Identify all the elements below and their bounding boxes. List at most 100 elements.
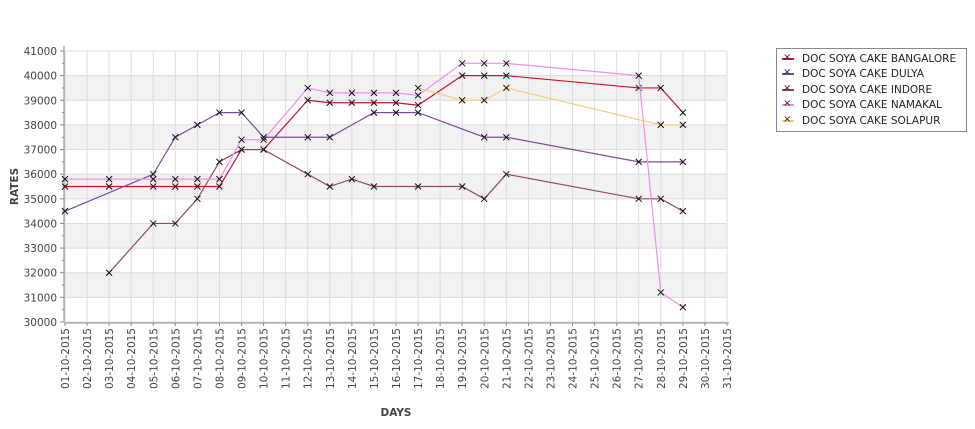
data-point-indore — [480, 195, 488, 203]
legend-label: DOC SOYA CAKE DULYA — [802, 68, 924, 81]
data-point-dulya — [326, 133, 334, 141]
data-point-bangalore — [149, 183, 157, 190]
data-point-dulya — [194, 121, 201, 129]
data-point-bangalore — [171, 183, 179, 190]
x-tick-label: 26-10-2015 — [612, 328, 624, 389]
y-tick-label: 31000 — [24, 292, 57, 304]
data-point-indore — [657, 195, 665, 203]
data-point-indore — [260, 146, 267, 153]
x-tick-label: 19-10-2015 — [457, 328, 469, 389]
data-point-indore — [635, 195, 643, 203]
legend-label: DOC SOYA CAKE BANGALORE — [802, 52, 957, 65]
data-point-bangalore — [304, 96, 312, 104]
x-tick-label: 09-10-2015 — [237, 328, 249, 389]
data-point-dulya — [635, 158, 643, 166]
x-tick-label: 04-10-2015 — [126, 328, 138, 389]
data-point-namakal — [392, 89, 400, 97]
legend-marker-icon: × — [782, 98, 794, 109]
x-tick-label: 31-10-2015 — [722, 328, 734, 389]
data-point-indore — [502, 170, 510, 178]
series-line-namakal — [65, 62, 684, 308]
data-point-indore — [679, 207, 687, 215]
data-point-dulya — [216, 109, 223, 116]
y-tick-label: 32000 — [24, 268, 57, 280]
data-point-indore — [326, 183, 334, 190]
data-point-bangalore — [370, 99, 378, 107]
x-tick-label: 11-10-2015 — [281, 328, 293, 389]
data-point-dulya — [370, 109, 378, 116]
y-tick-label: 39000 — [24, 95, 57, 107]
x-tick-label: 13-10-2015 — [325, 328, 337, 389]
series-line-dulya — [64, 111, 683, 212]
legend-marker-icon: × — [782, 52, 794, 63]
data-point-namakal — [370, 89, 378, 97]
data-point-indore — [304, 170, 312, 178]
data-point-namakal — [326, 89, 334, 97]
data-point-indore — [348, 175, 356, 183]
data-point-solapur — [480, 96, 488, 104]
data-point-bangalore — [194, 183, 201, 190]
data-point-namakal — [657, 289, 665, 296]
x-tick-label: 18-10-2015 — [435, 328, 447, 389]
x-tick-label: 22-10-2015 — [523, 328, 535, 389]
data-point-solapur — [458, 96, 466, 104]
legend-label: DOC SOYA CAKE NAMAKAL — [802, 99, 942, 112]
data-point-bangalore — [458, 72, 466, 79]
data-point-dulya — [679, 158, 687, 166]
data-point-solapur — [657, 121, 665, 129]
x-tick-label: 17-10-2015 — [413, 328, 425, 389]
data-point-namakal — [260, 136, 267, 144]
data-point-indore — [414, 183, 422, 190]
x-tick-label: 28-10-2015 — [656, 328, 668, 389]
legend-marker-icon: × — [782, 67, 794, 78]
data-point-namakal — [348, 89, 356, 97]
y-tick-label: 34000 — [24, 218, 57, 230]
data-point-namakal — [238, 136, 245, 144]
data-point-namakal — [194, 175, 201, 183]
data-point-namakal — [105, 175, 113, 183]
x-tick-label: 01-10-2015 — [60, 328, 72, 389]
data-point-dulya — [502, 133, 510, 141]
series-line-bangalore — [65, 75, 684, 188]
legend-marker-icon: × — [782, 114, 794, 125]
y-tick-label: 36000 — [24, 169, 57, 181]
data-point-dulya — [480, 133, 488, 141]
x-tick-label: 10-10-2015 — [259, 328, 271, 389]
y-tick-label: 37000 — [24, 145, 57, 157]
legend-item-bangalore: × DOC SOYA CAKE BANGALORE — [777, 51, 966, 67]
data-point-bangalore — [480, 72, 488, 79]
x-tick-label: 08-10-2015 — [214, 328, 226, 389]
x-tick-label: 24-10-2015 — [568, 328, 580, 389]
x-axis-title: DAYS — [380, 407, 411, 419]
data-point-dulya — [61, 207, 69, 215]
y-axis-title: RATES — [9, 168, 21, 205]
legend-item-solapur: × DOC SOYA CAKE SOLAPUR — [777, 113, 966, 129]
series-line-solapur — [417, 87, 683, 126]
data-point-namakal — [679, 303, 687, 311]
data-point-indore — [458, 183, 466, 190]
data-point-dulya — [414, 109, 422, 116]
data-point-indore — [238, 146, 245, 153]
series-line-indore — [108, 148, 684, 274]
x-tick-label: 21-10-2015 — [501, 328, 513, 389]
data-point-namakal — [480, 59, 488, 67]
x-tick-label: 05-10-2015 — [148, 328, 160, 389]
x-tick-label: 15-10-2015 — [369, 328, 381, 389]
data-point-namakal — [304, 84, 312, 92]
legend-item-namakal: × DOC SOYA CAKE NAMAKAL — [777, 98, 966, 114]
x-tick-label: 03-10-2015 — [104, 328, 116, 389]
y-tick-label: 33000 — [24, 243, 57, 255]
data-point-dulya — [238, 109, 245, 116]
x-tick-label: 14-10-2015 — [347, 328, 359, 389]
x-tick-label: 30-10-2015 — [700, 328, 712, 389]
data-point-namakal — [414, 91, 422, 99]
legend-item-dulya: × DOC SOYA CAKE DULYA — [777, 67, 966, 83]
x-tick-label: 23-10-2015 — [545, 328, 557, 389]
data-point-dulya — [392, 109, 400, 116]
data-point-solapur — [502, 84, 510, 92]
data-point-namakal — [502, 59, 510, 67]
legend-marker-icon: × — [782, 83, 794, 94]
data-point-namakal — [635, 72, 643, 79]
